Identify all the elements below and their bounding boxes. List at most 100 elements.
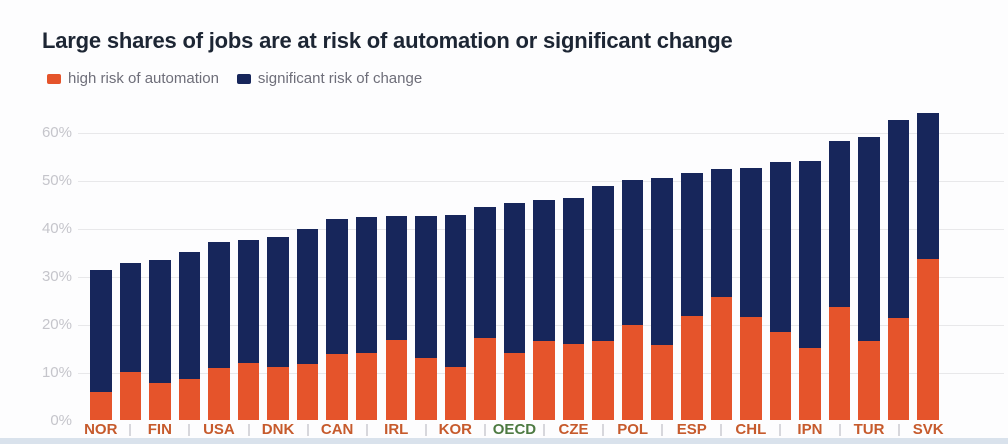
bar-segment-high-risk	[533, 341, 555, 421]
x-axis-separator	[779, 424, 782, 436]
x-axis-separator	[897, 424, 900, 436]
bar-segment-high-risk	[651, 345, 673, 421]
bar-segment-high-risk	[267, 366, 289, 421]
gridline	[78, 181, 1004, 183]
bar-segment-high-risk	[208, 368, 230, 421]
bar-segment-significant-change	[296, 229, 319, 365]
bar-segment-high-risk	[149, 383, 171, 421]
x-axis-label: CHL	[735, 421, 767, 438]
bar-segment-high-risk	[237, 363, 260, 421]
bar-segment-significant-change	[178, 251, 201, 380]
bar-segment-significant-change	[799, 161, 821, 348]
x-axis-separator	[720, 424, 723, 436]
bar-segment-high-risk	[355, 353, 378, 421]
bar-segment-significant-change	[562, 198, 585, 345]
bar-segment-significant-change	[828, 140, 851, 308]
bar-segment-high-risk	[444, 366, 467, 421]
x-axis-label: IPN	[797, 421, 823, 438]
bar-segment-significant-change	[326, 218, 348, 355]
x-axis-separator	[129, 424, 132, 436]
bottom-strip	[0, 438, 1008, 444]
bar-segment-high-risk	[681, 316, 703, 421]
bar-segment-significant-change	[474, 206, 496, 338]
chart-title: Large shares of jobs are at risk of auto…	[42, 28, 733, 53]
bar-segment-significant-change	[651, 178, 673, 346]
x-axis-label: NOR	[84, 421, 118, 438]
y-axis-label: 0%	[50, 411, 72, 429]
bar-segment-high-risk	[415, 358, 437, 421]
x-axis-separator	[838, 424, 841, 436]
bar-segment-high-risk	[385, 340, 407, 421]
bar-segment-significant-change	[90, 269, 112, 392]
x-axis-label: IRL	[384, 421, 409, 438]
legend-item-significant-change: significant risk of change	[236, 70, 423, 87]
bar-segment-significant-change	[149, 259, 171, 384]
x-axis-separator	[247, 424, 250, 436]
bar-segment-significant-change	[415, 215, 437, 359]
x-axis-label: CZE	[558, 421, 589, 438]
gridline	[78, 133, 1004, 135]
legend-label-high-risk: high risk of automation	[68, 70, 219, 87]
y-axis-label: 60%	[41, 124, 72, 142]
bar-segment-high-risk	[90, 391, 112, 421]
bar-segment-significant-change	[503, 203, 526, 354]
bar-segment-high-risk	[326, 354, 348, 421]
x-axis-label: KOR	[438, 421, 473, 438]
significant-change-swatch-icon	[236, 73, 251, 84]
bar-segment-significant-change	[740, 168, 762, 318]
bar-segment-high-risk	[710, 297, 733, 421]
y-axis-label: 30%	[41, 267, 72, 285]
x-axis-label: OECD	[492, 421, 537, 438]
bar-segment-significant-change	[917, 113, 939, 259]
bar-segment-high-risk	[178, 379, 201, 421]
bar-segment-high-risk	[858, 341, 880, 421]
x-axis-separator	[483, 424, 486, 436]
bar-segment-high-risk	[887, 318, 910, 421]
x-axis-separator	[306, 424, 309, 436]
legend-label-significant-change: significant risk of change	[257, 70, 423, 87]
bar-segment-high-risk	[917, 258, 939, 421]
bar-segment-significant-change	[119, 263, 142, 372]
bar-segment-high-risk	[621, 325, 644, 421]
bar-segment-high-risk	[296, 364, 319, 421]
bar-segment-significant-change	[769, 162, 792, 332]
y-axis-label: 10%	[41, 363, 72, 381]
bar-segment-significant-change	[237, 239, 260, 364]
bar-segment-high-risk	[119, 371, 142, 421]
bar-segment-high-risk	[474, 337, 496, 421]
bar-segment-significant-change	[858, 136, 880, 342]
bar-segment-significant-change	[681, 172, 703, 317]
bar-segment-significant-change	[621, 179, 644, 326]
x-axis-label: CAN	[320, 421, 354, 438]
x-axis-label: TUR	[853, 421, 885, 438]
x-axis-label: POL	[617, 421, 649, 438]
bar-segment-significant-change	[533, 199, 555, 342]
bar-segment-significant-change	[355, 217, 378, 353]
x-axis-label: DNK	[261, 421, 295, 438]
y-axis-label: 20%	[41, 315, 72, 333]
legend-item-high-risk: high risk of automation	[47, 70, 219, 87]
x-axis-label: USA	[203, 421, 235, 438]
bar-segment-high-risk	[799, 347, 821, 421]
bar-segment-high-risk	[503, 353, 526, 421]
bar-segment-significant-change	[710, 168, 733, 298]
x-axis-label: ESP	[676, 421, 707, 438]
x-axis-separator	[661, 424, 664, 436]
y-axis-label: 50%	[41, 172, 72, 190]
bar-segment-significant-change	[267, 237, 289, 367]
x-axis-separator	[602, 424, 605, 436]
bar-segment-high-risk	[828, 307, 851, 421]
x-axis-label: SVK	[912, 421, 944, 438]
x-axis-label: FIN	[147, 421, 172, 438]
legend: high risk of automation significant risk…	[47, 70, 422, 87]
x-axis-separator	[424, 424, 427, 436]
bar-segment-high-risk	[769, 331, 792, 421]
bar-segment-significant-change	[444, 214, 467, 367]
bar-segment-significant-change	[385, 216, 407, 341]
y-axis-label: 40%	[41, 220, 72, 238]
x-axis-separator	[365, 424, 368, 436]
bar-segment-high-risk	[740, 317, 762, 421]
x-axis-separator	[188, 424, 191, 436]
